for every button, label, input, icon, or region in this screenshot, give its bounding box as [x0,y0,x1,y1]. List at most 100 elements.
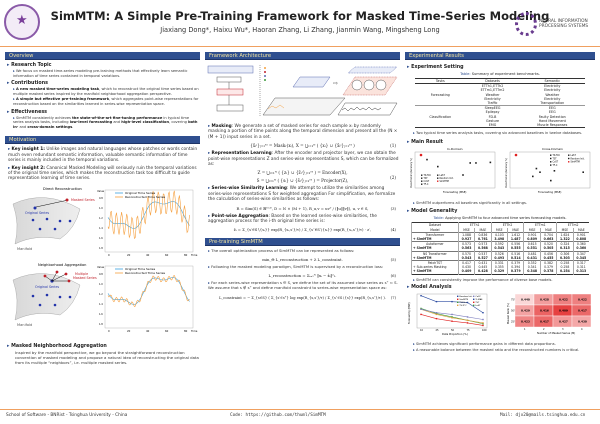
legend-label: TF-C [553,164,558,167]
y-axis-label: Classification (Accuracy %) [505,158,508,188]
x-axis-label: Data Proportion (%) [442,332,468,336]
value-cell: 1.487 [507,237,524,242]
dataset-header: ETTh1 [457,222,492,228]
dataset-cell: Gesture [486,118,500,123]
equation-5: min_Θ L_reconstruction + λ L_constraint.… [262,257,396,263]
baseline-point [553,169,556,172]
legend-marker [437,177,439,179]
value-cell: 0.324 [556,241,574,247]
code-link[interactable]: Code: https://github.com/thuml/SimMTM [230,413,326,418]
equation-1: {x̃ᵢʲ}ⱼ₌₁ᴹ = Maskᵣ(xᵢ), X = ⋃ᵢ₌₁ᴺ ( {xᵢ}… [250,143,396,149]
legend-label: TS-TCC [553,154,561,157]
pretrain-bullet: Following the masked modeling paradigm, … [208,264,400,270]
setting-heading: Experiment Setting [407,65,595,70]
emphasis: low-level forecasting [69,120,113,125]
value-cell: 0.431 [474,260,492,266]
equation-3: R = Sim(S) ∈ ℝᴰˣᴰ, D = N × (M + 1), R_u,… [236,205,397,211]
equation-4: ẑᵢ = Σ_{s′∈S∖{sᵢ}} exp(R_{sᵢ,s′}/τ) / Σ_… [233,227,396,233]
dataset-cell: ETTh1,ETTh2 [481,84,504,89]
legend-marker [550,164,552,166]
mail-link[interactable]: Mail: djx20@mails.tsinghua.edu.cn [500,413,586,418]
semantic-cell: EEG [548,110,556,115]
table-row: Transformer 1.088 0.836 4.103 1.612 0.901 0.70… [411,231,589,238]
value-cell: 0.704 [539,231,557,238]
emphasis: the state-of-the-art fine-tuning perform… [72,115,163,120]
heatmap-value: 0.417 [578,309,587,313]
value-cell: 0.431 [523,255,541,261]
value-cell: 3.498 [490,237,508,242]
series-similarity-text: Series-wise Similarity Learning: We atte… [208,186,400,202]
analysis-note: SimMTM achieves significant performance … [413,342,595,347]
value-cell: 0.505 [539,246,557,252]
value-cell: 1.322 [556,237,574,242]
series-point [435,313,438,316]
dataset-cell: EMG [488,123,497,128]
metric-header: MAE [507,227,524,233]
svg-text:Original Series: Original Series [25,211,49,215]
legend-marker [473,301,475,304]
left-column: Overview Research Topic We focus on mask… [5,52,200,366]
semantic-cell: Transportation [540,101,565,106]
metric-header: MAE [474,227,492,233]
generality-note: SimMTM can consistently improve the perf… [413,278,595,283]
dataset-cell: Traffic [487,101,498,106]
simmtm-point [514,153,518,157]
value-cell: 0.379 [507,260,524,266]
dataset-cell: FD-B [488,114,497,119]
footer-rule [0,409,600,410]
poster-header: SimMTM: A Simple Pre-Training Framework … [0,0,600,46]
poster-title: SimMTM: A Simple Pre-Training Framework … [50,9,550,23]
value-cell: 0.360 [572,246,589,252]
y-tick: 0.8 [99,197,103,200]
value-cell: 0.348 [523,269,541,275]
series-point [420,313,422,316]
header-rule [0,46,600,47]
x-axis-label: Forecasting (MSE) [443,190,466,194]
baseline-point [539,171,541,173]
x-tick: 60 [165,253,169,257]
key-insight-2: Key insight 2: Canonical Masked Modeling… [8,166,200,182]
scatter-title: Cross-Domain [542,147,563,151]
value-cell: 0.455 [539,255,557,261]
dataset-cell: Epilepsy [485,110,500,115]
value-cell: 0.409 [457,269,475,275]
legend-label: TF-C [424,183,429,186]
row-label: 75% [511,299,517,302]
value-cell: 0.493 [490,255,508,261]
model-cell: NS Transformer [411,250,459,256]
dataset-label: Dataset [411,222,459,228]
value-cell: 0.901 [572,231,589,238]
legend-label: TST [553,157,558,160]
col-label: 4 [581,328,583,331]
svg-text:Masked Series: Masked Series [73,276,97,280]
series-point [466,322,469,324]
baseline-point [582,171,584,173]
series-point [435,301,438,303]
semantic-cell: Faulty Detection [538,114,566,119]
analysis-note: A reasonable balance between the masked … [413,348,595,353]
baseline-point [535,167,538,170]
legend-label: LaST [571,154,577,157]
contribution-item: A simple but effective pre-training fram… [13,97,200,106]
semantic-cell: EEG [519,105,585,111]
pretrain-bullet: The overall optimization process of SimM… [208,249,400,254]
dataset-cell: ETTm1,ETTm2 [480,88,505,93]
series-point [451,316,453,318]
heatmap-cell [571,316,592,328]
legend-marker [437,180,439,182]
legend-marker [473,295,475,298]
legend-marker [457,295,459,298]
model-cell: + Sub-series Masking [411,265,459,270]
section-motivation: Motivation [5,136,200,145]
semantic-cell: Electricity [544,84,561,89]
setting-note: Two typical time series analysis tasks, … [413,131,595,136]
table-row: + SimMTM 0.927 0.761 3.498 1.487 0.809 0.663 1.… [411,237,589,242]
y-axis-label: Masked Ratio (%) [507,303,510,324]
value-cell: 0.303 [556,255,574,261]
table-row: Epilepsy EEG [415,110,585,114]
table-row: + SimMTM 0.543 0.527 0.493 0.514 0.431 0.455 0.… [411,255,589,261]
metric-header: MSE [457,227,475,233]
table2-caption: Table: Applying SimMTM to four advanced … [433,216,567,221]
legend-label: TS-TCC [424,174,432,177]
svg-text:Original Series: Original Series [35,285,59,289]
